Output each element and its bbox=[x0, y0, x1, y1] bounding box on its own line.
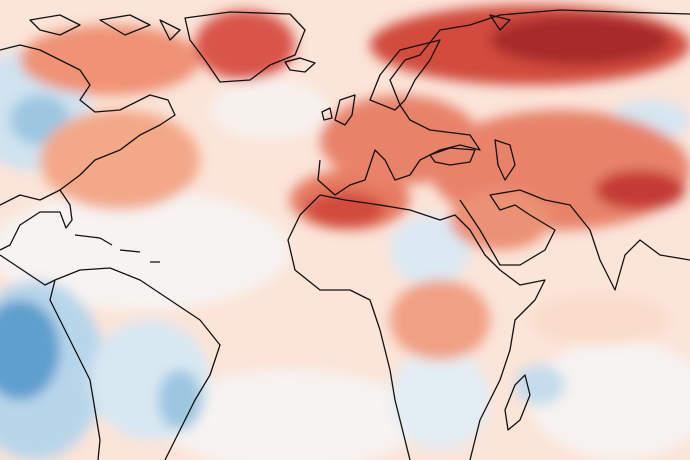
hot-area bbox=[305, 192, 385, 228]
cold-area bbox=[0, 300, 60, 400]
neutral-area bbox=[210, 80, 330, 140]
florida bbox=[0, 189, 73, 251]
cool-area bbox=[515, 365, 565, 405]
warm-area bbox=[390, 280, 490, 360]
arctic-islands bbox=[29, 14, 511, 63]
arabia-asia bbox=[459, 189, 690, 291]
madagascar bbox=[504, 374, 531, 431]
hot-area bbox=[195, 10, 295, 80]
caspian-sea bbox=[494, 139, 516, 181]
neutral-area bbox=[160, 370, 420, 460]
cool-area bbox=[158, 370, 202, 430]
greenland bbox=[184, 11, 306, 83]
central-america bbox=[0, 254, 56, 286]
warm-area bbox=[530, 295, 670, 345]
north-america bbox=[0, 44, 176, 206]
very-hot-area bbox=[595, 170, 685, 210]
neutral-area bbox=[530, 340, 690, 460]
british-isles bbox=[321, 94, 356, 126]
warm-area bbox=[450, 190, 550, 250]
black-sea bbox=[429, 147, 476, 166]
cool-area bbox=[390, 215, 470, 285]
warm-area bbox=[40, 110, 200, 210]
warm-area bbox=[20, 25, 200, 95]
very-hot-area bbox=[490, 15, 670, 65]
cool-area bbox=[390, 350, 490, 450]
south-america bbox=[49, 267, 221, 460]
caribbean bbox=[74, 234, 160, 263]
scandinavia bbox=[369, 39, 441, 111]
coastlines bbox=[0, 9, 690, 460]
europe bbox=[317, 9, 690, 196]
africa bbox=[287, 194, 546, 460]
